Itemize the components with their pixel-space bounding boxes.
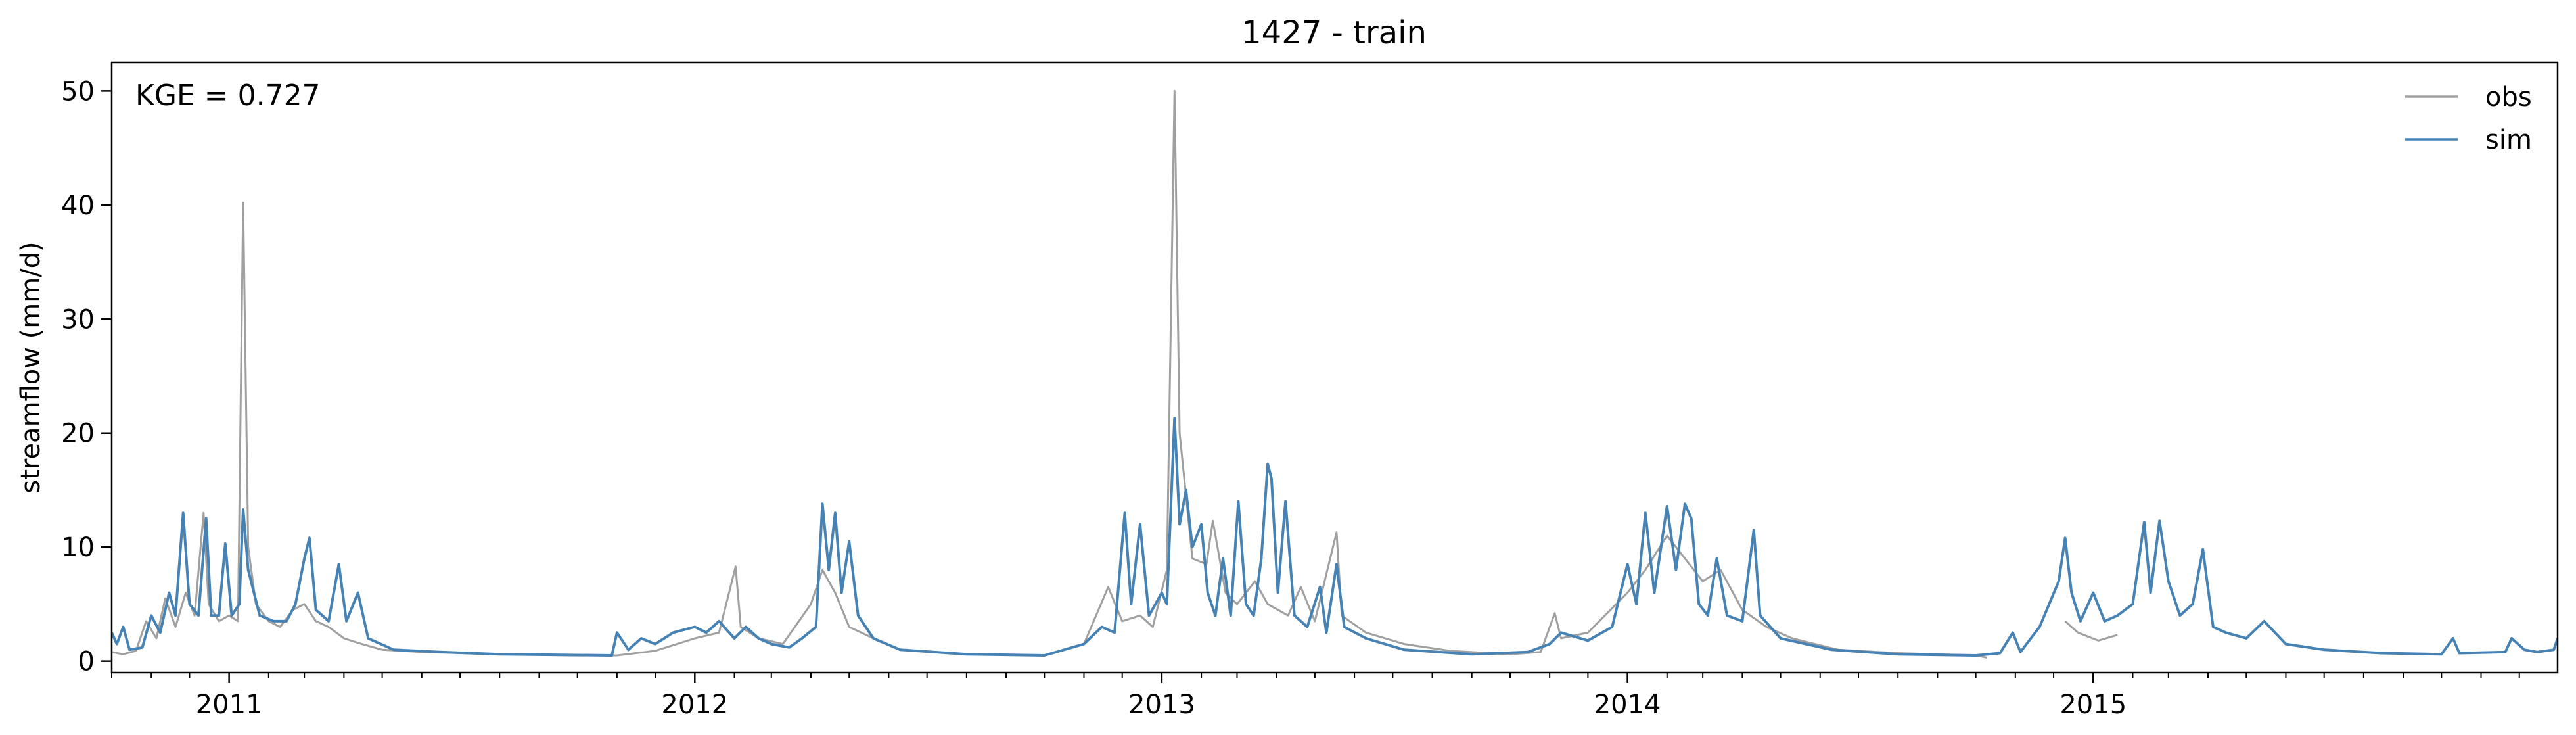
chart-title: 1427 - train (1241, 14, 1427, 51)
legend-label-obs: obs (2485, 82, 2532, 112)
y-tick-label: 0 (78, 647, 95, 677)
series-layer (112, 89, 2558, 659)
x-tick-label: 2015 (2059, 690, 2127, 720)
x-axis: 2011 2012 2013 2014 2015 (111, 673, 2520, 720)
legend-label-sim: sim (2485, 125, 2532, 155)
x-tick-label: 2013 (1128, 690, 1195, 720)
y-tick-label: 10 (61, 533, 95, 563)
plot-frame (110, 61, 2559, 674)
x-tick-label: 2014 (1594, 690, 1661, 720)
x-tick-label: 2011 (196, 690, 263, 720)
x-tick-label: 2012 (661, 690, 728, 720)
series-line-obs (112, 89, 1988, 659)
y-tick-label: 50 (61, 76, 95, 107)
legend: obs sim (2405, 82, 2532, 155)
y-tick-label: 20 (61, 419, 95, 449)
y-axis-label: streamflow (mm/d) (16, 241, 46, 493)
kge-annotation: KGE = 0.727 (135, 79, 321, 112)
y-tick-label: 30 (61, 304, 95, 335)
y-axis: 0 10 20 30 40 50 (61, 76, 112, 677)
series-line-sim (112, 417, 2558, 657)
y-tick-label: 40 (61, 191, 95, 221)
series-line-obs-segment-2 (2064, 620, 2118, 642)
